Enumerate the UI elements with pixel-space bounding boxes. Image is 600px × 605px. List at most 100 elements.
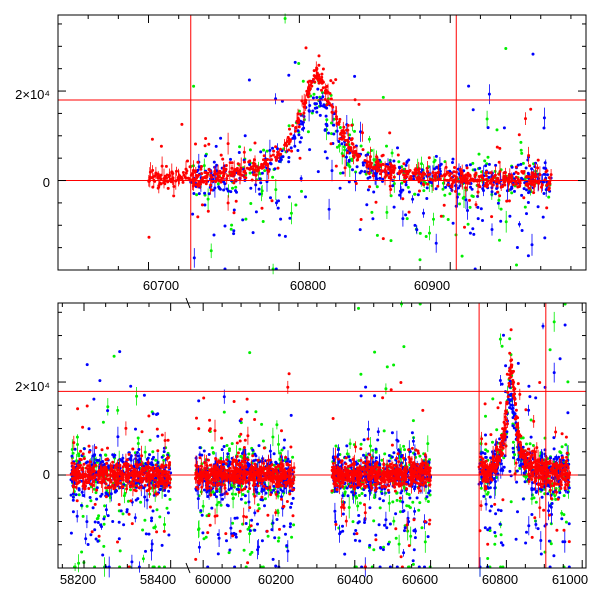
blue-data-point (258, 193, 261, 196)
green-data-point (195, 193, 198, 196)
blue-data-point (349, 459, 352, 462)
top-reference-lines (58, 15, 586, 270)
red-data-point (401, 197, 404, 200)
blue-data-point (227, 504, 230, 507)
red-data-point (356, 158, 359, 161)
blue-data-point (134, 428, 137, 431)
green-data-point (565, 521, 568, 524)
red-data-point (274, 145, 277, 148)
blue-data-point (412, 559, 415, 562)
red-data-point (318, 54, 321, 57)
blue-data-point (118, 537, 121, 540)
blue-data-point (251, 449, 254, 452)
blue-data-point (312, 96, 315, 99)
blue-data-point (530, 436, 533, 439)
blue-data-point (408, 191, 411, 194)
red-data-point (180, 123, 183, 126)
red-data-point (350, 124, 353, 127)
blue-data-point (502, 334, 505, 337)
red-data-point (346, 151, 349, 154)
blue-data-point (534, 396, 537, 399)
green-data-point (239, 455, 242, 458)
red-data-point (288, 142, 291, 145)
green-data-point (478, 153, 481, 156)
green-data-point (238, 145, 241, 148)
blue-data-point (368, 544, 371, 547)
blue-data-point (516, 470, 519, 473)
red-data-point (155, 173, 158, 176)
red-data-point (122, 465, 125, 468)
blue-data-point (96, 540, 99, 543)
blue-data-point (203, 450, 206, 453)
blue-data-point (350, 491, 353, 494)
blue-data-point (467, 85, 470, 88)
blue-data-point (537, 205, 540, 208)
blue-data-point (259, 181, 262, 184)
blue-data-point (499, 523, 502, 526)
blue-data-point (391, 431, 394, 434)
blue-data-point (159, 488, 162, 491)
blue-data-point (289, 489, 292, 492)
red-data-point (485, 174, 488, 177)
green-data-point (386, 365, 389, 368)
blue-data-point (566, 411, 569, 414)
blue-data-point (417, 193, 420, 196)
blue-data-point (263, 504, 266, 507)
green-data-point (223, 411, 226, 414)
green-data-point (373, 351, 376, 354)
blue-data-point (548, 540, 551, 543)
green-data-point (382, 96, 385, 99)
red-data-point (381, 154, 384, 157)
blue-data-point (520, 194, 523, 197)
blue-data-point (101, 554, 104, 557)
blue-data-point (359, 171, 362, 174)
red-data-point (345, 143, 348, 146)
green-data-point (493, 543, 496, 546)
blue-data-point (87, 543, 90, 546)
green-data-point (512, 441, 515, 444)
green-data-point (405, 504, 408, 507)
blue-data-point (339, 531, 342, 534)
blue-data-point (490, 505, 493, 508)
green-data-point (462, 197, 465, 200)
blue-data-point (86, 363, 89, 366)
blue-data-point (364, 386, 367, 389)
red-data-point (159, 176, 162, 179)
blue-data-point (282, 155, 285, 158)
green-data-point (203, 537, 206, 540)
red-data-point (276, 151, 279, 154)
green-data-point (379, 506, 382, 509)
red-data-point (526, 182, 529, 185)
red-data-point (401, 170, 404, 173)
red-data-point (478, 175, 481, 178)
green-data-point (566, 380, 569, 383)
red-data-point (467, 182, 470, 185)
blue-data-point (385, 526, 388, 529)
blue-data-point (356, 462, 359, 465)
blue-data-point (229, 158, 232, 161)
red-data-point (243, 161, 246, 164)
blue-data-point (503, 126, 506, 129)
top-xtick-label-60700: 60700 (143, 278, 179, 293)
blue-data-point (325, 115, 328, 118)
blue-data-point (225, 539, 228, 542)
blue-data-point (340, 142, 343, 145)
red-data-point (545, 184, 548, 187)
red-data-point (528, 187, 531, 190)
red-data-point (170, 171, 173, 174)
blue-data-point (224, 225, 227, 228)
green-data-point (504, 47, 507, 50)
red-data-point (182, 181, 185, 184)
red-data-point (449, 177, 452, 180)
blue-data-point (89, 533, 92, 536)
blue-data-point (486, 528, 489, 531)
green-data-point (248, 351, 251, 354)
green-data-point (249, 172, 252, 175)
red-data-point (206, 172, 209, 175)
green-data-point (495, 428, 498, 431)
green-data-point (484, 415, 487, 418)
green-data-point (277, 540, 280, 543)
red-data-point (254, 142, 257, 145)
blue-data-point (378, 497, 381, 500)
red-data-point (451, 183, 454, 186)
